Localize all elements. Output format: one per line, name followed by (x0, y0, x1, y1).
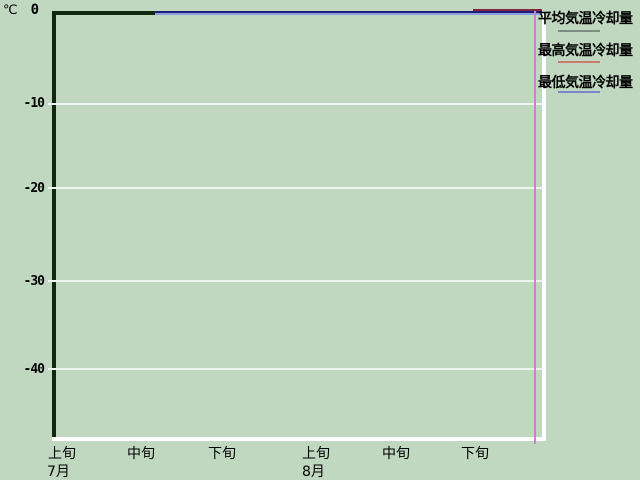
plot-right-border (542, 11, 546, 441)
legend-label-average-cooling: 平均気温冷却量 (538, 11, 633, 27)
y-tick-minus30: -30 (23, 274, 45, 289)
x-period-label-aug-late: 下旬 (461, 446, 489, 462)
min-temp-series-line (155, 13, 542, 15)
x-period-label-jul-early: 上旬 (48, 446, 76, 462)
legend-line-swatch-max (558, 61, 600, 63)
series-end-drop-line (534, 11, 536, 444)
max-temp-series-line (473, 9, 542, 11)
legend-line-swatch-average (558, 30, 600, 32)
gridline-minus40 (48, 368, 543, 370)
month-label-august: 8月 (302, 464, 325, 480)
gridline-minus10 (48, 103, 543, 105)
gridline-minus20 (48, 187, 543, 189)
y-tick-minus40: -40 (23, 362, 45, 377)
y-tick-0: 0 (30, 2, 39, 18)
y-axis-line (52, 11, 56, 438)
min-temp-series-line-shadow (155, 11, 542, 13)
gridline-minus30 (48, 280, 543, 282)
x-period-label-jul-mid: 中旬 (127, 446, 155, 462)
plot-top-border (52, 11, 156, 15)
legend-label-min-cooling: 最低気温冷却量 (538, 75, 633, 91)
x-period-label-jul-late: 下旬 (208, 446, 236, 462)
legend-line-swatch-min (558, 91, 600, 93)
y-tick-minus20: -20 (23, 181, 45, 196)
legend-label-max-cooling: 最高気温冷却量 (538, 43, 633, 59)
x-period-label-aug-mid: 中旬 (382, 446, 410, 462)
celsius-unit-label: ℃ (3, 3, 18, 18)
x-axis-baseline (52, 437, 546, 441)
y-tick-minus10: -10 (23, 96, 45, 111)
month-label-july: 7月 (47, 464, 70, 480)
x-period-label-aug-early: 上旬 (302, 446, 330, 462)
